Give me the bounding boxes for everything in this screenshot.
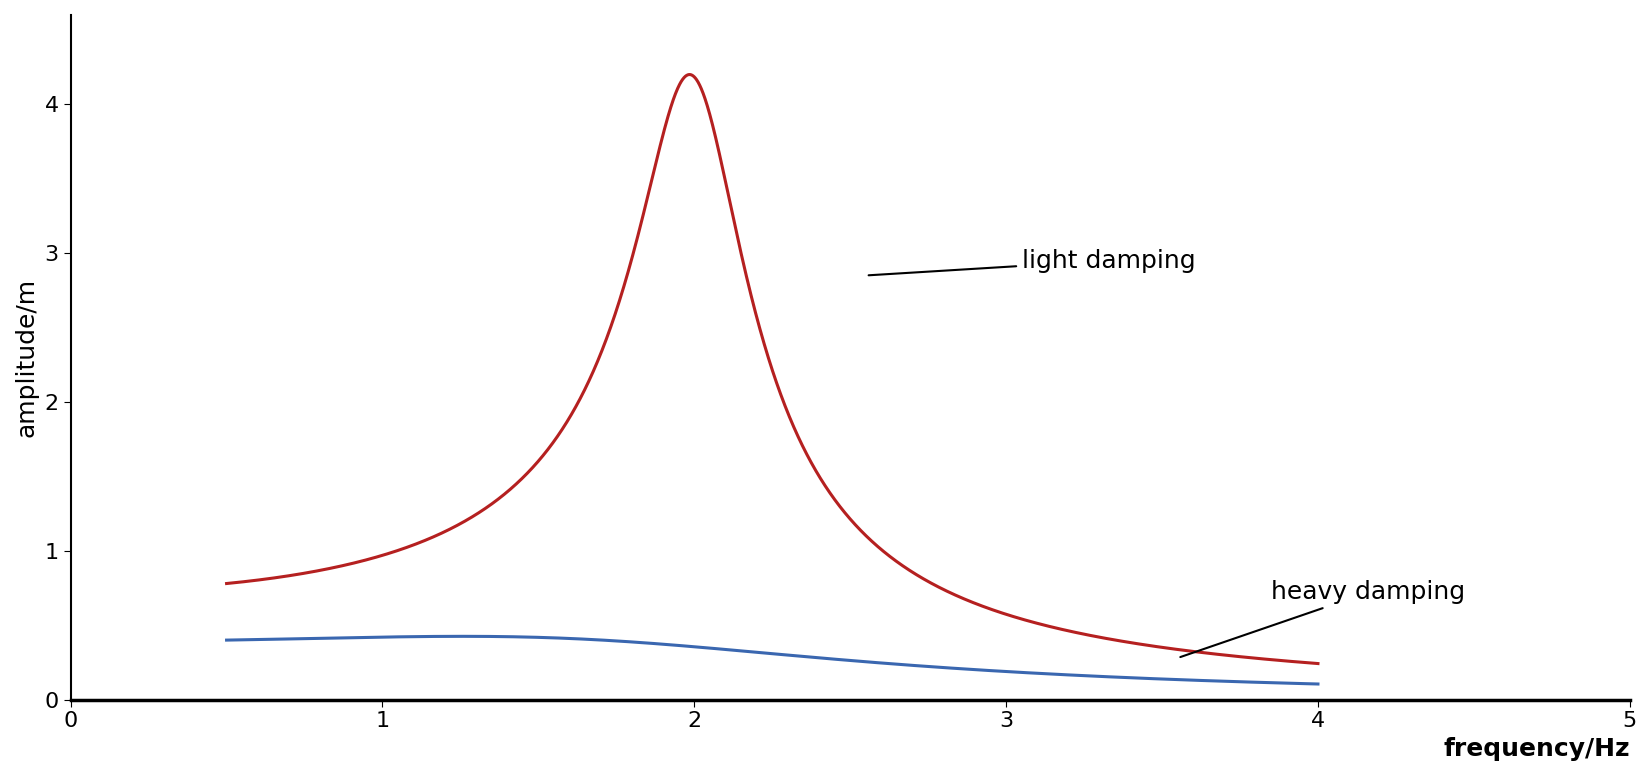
Text: light damping: light damping — [869, 248, 1196, 275]
X-axis label: frequency/Hz: frequency/Hz — [1444, 737, 1631, 761]
Text: heavy damping: heavy damping — [1180, 580, 1465, 657]
Y-axis label: amplitude/m: amplitude/m — [15, 278, 40, 437]
